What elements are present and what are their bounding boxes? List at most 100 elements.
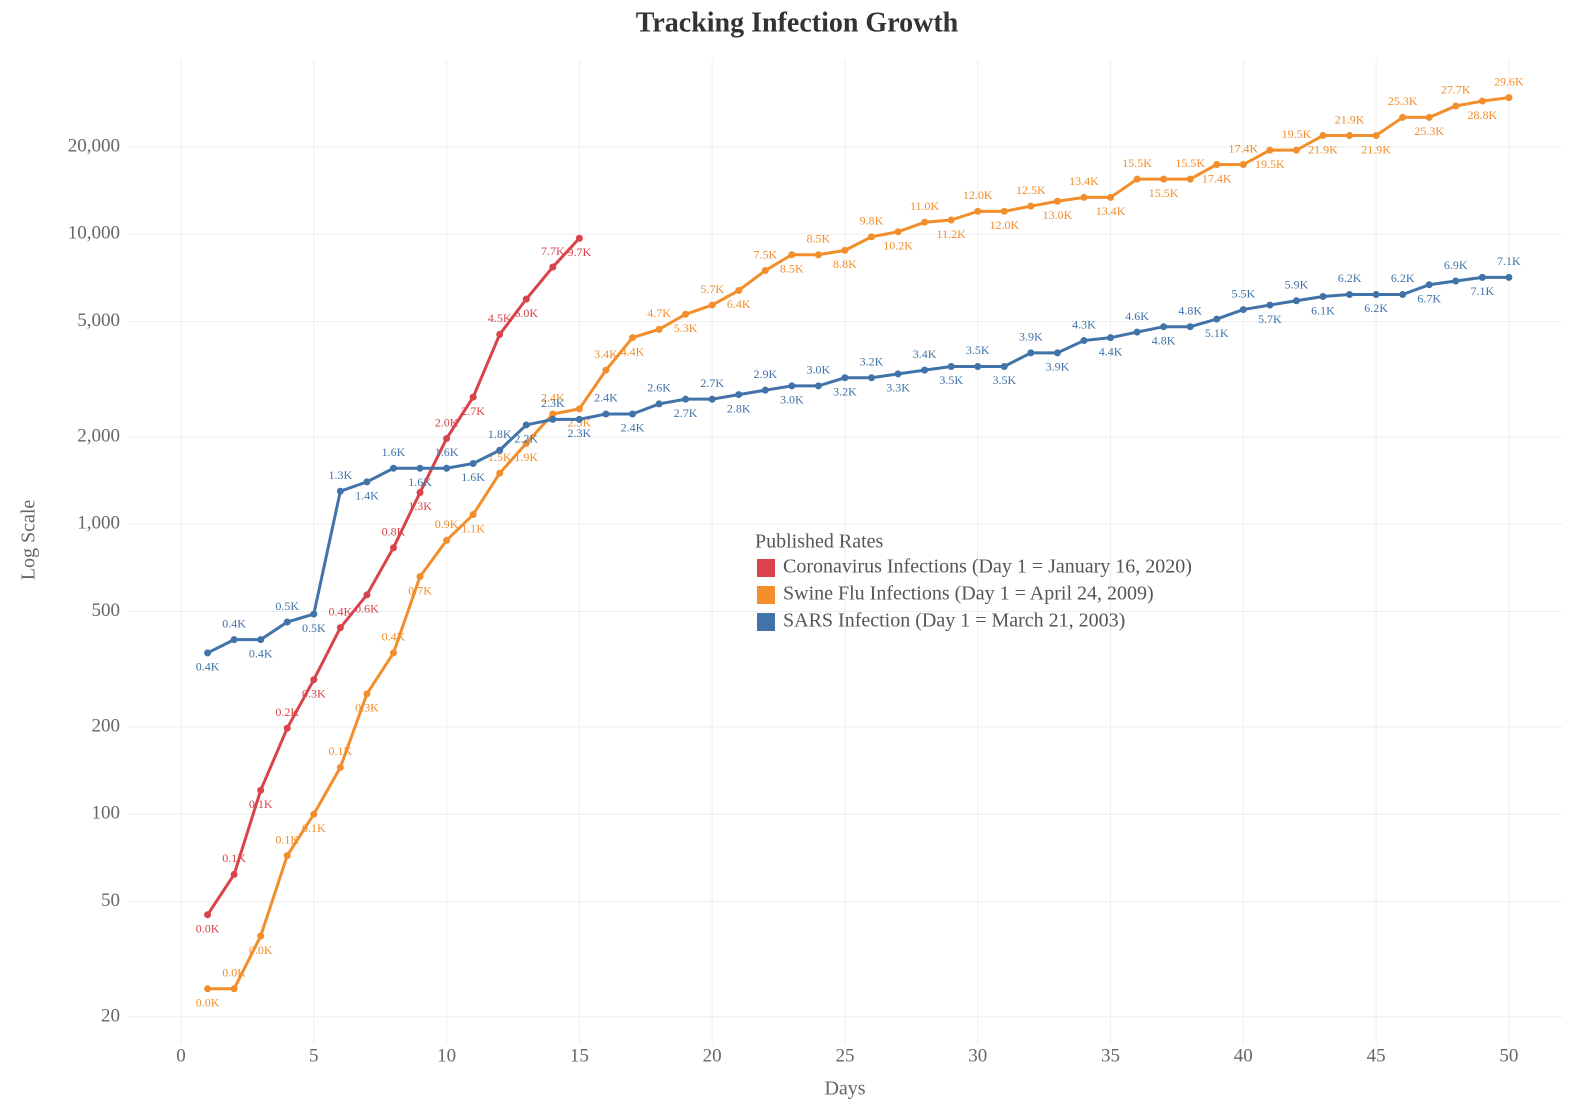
data-point (708, 395, 716, 403)
data-label: 3.9K (1046, 360, 1070, 374)
legend-swatch (757, 586, 775, 604)
data-point (575, 234, 583, 242)
data-label: 0.8K (382, 524, 406, 538)
data-point (894, 228, 902, 236)
data-point (1186, 175, 1194, 183)
x-tick-label: 10 (437, 1045, 456, 1066)
data-point (549, 410, 557, 418)
data-label: 3.4K (913, 347, 937, 361)
data-label: 6.4K (727, 297, 751, 311)
data-label: 0.4K (196, 660, 220, 674)
data-point (788, 251, 796, 259)
data-label: 6.2K (1338, 271, 1362, 285)
data-point (1239, 306, 1247, 314)
data-label: 17.4K (1202, 171, 1232, 185)
data-point (1027, 202, 1035, 210)
data-label: 29.6K (1494, 74, 1524, 88)
data-label: 1.6K (435, 445, 459, 459)
data-label: 5.3K (674, 321, 698, 335)
data-label: 2.7K (674, 406, 698, 420)
data-label: 5.1K (1205, 326, 1229, 340)
data-point (336, 624, 344, 632)
data-label: 19.5K (1255, 157, 1285, 171)
data-label: 0.0K (249, 943, 273, 957)
x-tick-label: 35 (1101, 1045, 1120, 1066)
data-label: 1.9K (514, 450, 538, 464)
data-label: 0.0K (196, 922, 220, 936)
data-label: 4.8K (1178, 303, 1202, 317)
data-point (682, 395, 690, 403)
data-point (336, 763, 344, 771)
legend-swatch (757, 613, 775, 631)
data-point (1080, 193, 1088, 201)
data-label: 1.3K (329, 468, 353, 482)
data-point (363, 591, 371, 599)
data-point (1425, 281, 1433, 289)
data-label: 8.5K (780, 261, 804, 275)
data-point (655, 400, 663, 408)
data-label: 0.3K (355, 701, 379, 715)
data-label: 21.9K (1308, 142, 1338, 156)
data-point (283, 852, 291, 860)
data-point (522, 421, 530, 429)
data-label: 2.3K (541, 396, 565, 410)
data-label: 6.0K (514, 306, 538, 320)
data-label: 0.0K (196, 996, 220, 1010)
data-label: 0.5K (275, 599, 299, 613)
data-label: 0.2K (275, 705, 299, 719)
data-label: 7.5K (753, 247, 777, 261)
x-axis-title: Days (824, 1078, 865, 1100)
data-label: 2.9K (753, 367, 777, 381)
data-point (1372, 132, 1380, 140)
data-point (868, 233, 876, 241)
data-point (1399, 290, 1407, 298)
data-point (443, 435, 451, 443)
data-point (1346, 290, 1354, 298)
data-label: 6.7K (1417, 291, 1441, 305)
data-point (1399, 113, 1407, 121)
data-point (549, 263, 557, 271)
data-label: 9.7K (568, 245, 592, 259)
data-point (655, 325, 663, 333)
y-tick-label: 200 (92, 715, 121, 736)
data-point (894, 370, 902, 378)
data-point (1452, 102, 1460, 110)
data-point (257, 786, 265, 794)
data-label: 10.2K (883, 239, 913, 253)
chart-title: Tracking Infection Growth (636, 7, 959, 38)
data-point (283, 724, 291, 732)
data-label: 9.8K (860, 214, 884, 228)
data-label: 7.1K (1470, 284, 1494, 298)
data-point (416, 464, 424, 472)
legend-swatch (757, 559, 775, 577)
data-label: 11.0K (910, 199, 940, 213)
data-point (496, 446, 504, 454)
data-point (814, 382, 822, 390)
data-point (1478, 273, 1486, 281)
data-label: 21.9K (1361, 142, 1391, 156)
data-point (496, 330, 504, 338)
data-label: 13.0K (1043, 208, 1073, 222)
legend-label: Coronavirus Infections (Day 1 = January … (783, 556, 1192, 578)
data-point (1452, 277, 1460, 285)
data-label: 2.4K (541, 391, 565, 405)
data-label: 0.1K (329, 744, 353, 758)
data-point (947, 362, 955, 370)
data-point (1053, 349, 1061, 357)
data-label: 3.5K (939, 373, 963, 387)
data-point (841, 374, 849, 382)
data-point (257, 932, 265, 940)
data-label: 12.0K (989, 218, 1019, 232)
data-point (363, 690, 371, 698)
data-label: 4.4K (1099, 344, 1123, 358)
data-label: 25.3K (1388, 94, 1418, 108)
data-label: 1.8K (488, 427, 512, 441)
data-label: 2.4K (594, 391, 618, 405)
data-label: 15.5K (1149, 186, 1179, 200)
data-point (1213, 315, 1221, 323)
data-label: 3.2K (860, 355, 884, 369)
data-label: 3.0K (807, 363, 831, 377)
data-label: 28.8K (1467, 108, 1497, 122)
x-tick-label: 20 (703, 1045, 722, 1066)
data-label: 3.3K (886, 381, 910, 395)
